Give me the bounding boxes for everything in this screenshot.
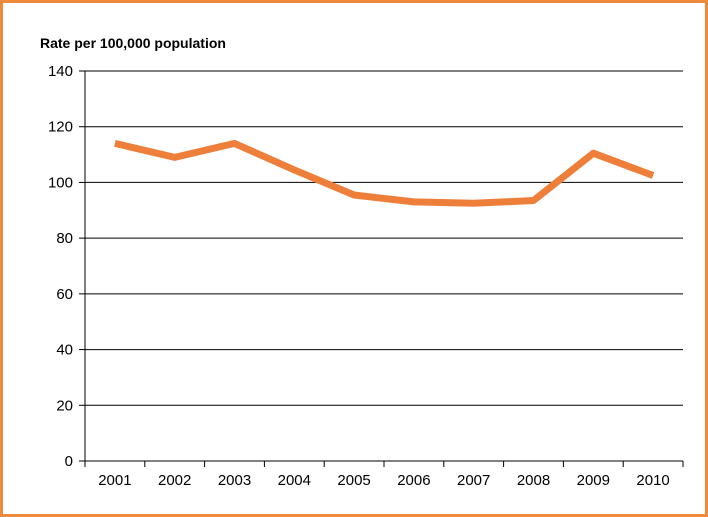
x-tick-label: 2005 bbox=[337, 472, 370, 489]
y-tick-label: 40 bbox=[56, 342, 73, 359]
x-tick-label: 2002 bbox=[158, 472, 191, 489]
axes bbox=[79, 70, 684, 467]
x-tick-label: 2003 bbox=[218, 472, 251, 489]
x-tick-label: 2010 bbox=[636, 472, 669, 489]
y-tick-label: 60 bbox=[56, 286, 73, 303]
y-tick-label: 140 bbox=[48, 63, 73, 80]
x-tick-label: 2009 bbox=[577, 472, 610, 489]
x-tick-label: 2008 bbox=[517, 472, 550, 489]
x-tick-label: 2001 bbox=[98, 472, 131, 489]
series-line-0 bbox=[114, 139, 655, 207]
chart-title: Rate per 100,000 population bbox=[40, 35, 226, 51]
y-axis-tick-labels: 0 20 40 60 80 100 120 140 bbox=[48, 63, 73, 470]
y-tick-label: 100 bbox=[48, 174, 73, 191]
gridlines bbox=[85, 70, 683, 406]
y-tick-label: 120 bbox=[48, 119, 73, 136]
x-axis-tick-labels: 2001 2002 2003 2004 2005 2006 2007 2008 2009 2010 bbox=[98, 472, 670, 489]
x-tick-label: 2004 bbox=[278, 472, 311, 489]
x-tick-label: 2007 bbox=[457, 472, 490, 489]
y-tick-label: 80 bbox=[56, 230, 73, 247]
y-tick-label: 0 bbox=[65, 453, 73, 470]
x-tick-label: 2006 bbox=[397, 472, 430, 489]
series-layer bbox=[114, 139, 655, 207]
y-tick-label: 20 bbox=[56, 397, 73, 414]
